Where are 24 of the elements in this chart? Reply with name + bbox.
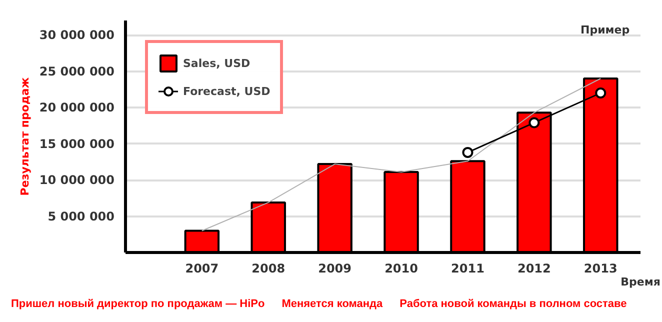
x-tick-label: 2013 bbox=[584, 262, 618, 276]
x-tick-label: 2009 bbox=[318, 262, 352, 276]
x-tick-label: 2007 bbox=[185, 262, 219, 276]
point bbox=[595, 88, 606, 98]
text: Пришел новый директор по продажам — HiPo bbox=[11, 297, 265, 312]
legend-label: Forecast, USD bbox=[183, 84, 270, 98]
y-tick-label: 10 000 000 bbox=[39, 173, 115, 187]
y-tick-label: 20 000 000 bbox=[39, 100, 115, 114]
y-tick-label: 25 000 000 bbox=[39, 64, 115, 78]
text: Меняется команда bbox=[282, 297, 383, 312]
x-tick-label: 2011 bbox=[451, 262, 484, 276]
y-axis-title: Результат продаж bbox=[18, 77, 32, 196]
text: Работа новой команды в полном составе bbox=[400, 297, 627, 312]
x-tick-label: 2012 bbox=[517, 262, 551, 276]
legend-label: Sales, USD bbox=[183, 56, 250, 70]
annotation: Пример bbox=[580, 24, 630, 36]
point bbox=[462, 146, 474, 158]
y-tick-label: 30 000 000 bbox=[39, 28, 115, 42]
point bbox=[528, 117, 540, 128]
y-tick-label: 5 000 000 bbox=[48, 209, 115, 224]
y-tick-label: 15 000 000 bbox=[39, 136, 115, 151]
x-axis-title: Время bbox=[620, 276, 660, 288]
x-tick-label: 2008 bbox=[252, 262, 286, 276]
x-tick-label: 2010 bbox=[384, 262, 418, 276]
